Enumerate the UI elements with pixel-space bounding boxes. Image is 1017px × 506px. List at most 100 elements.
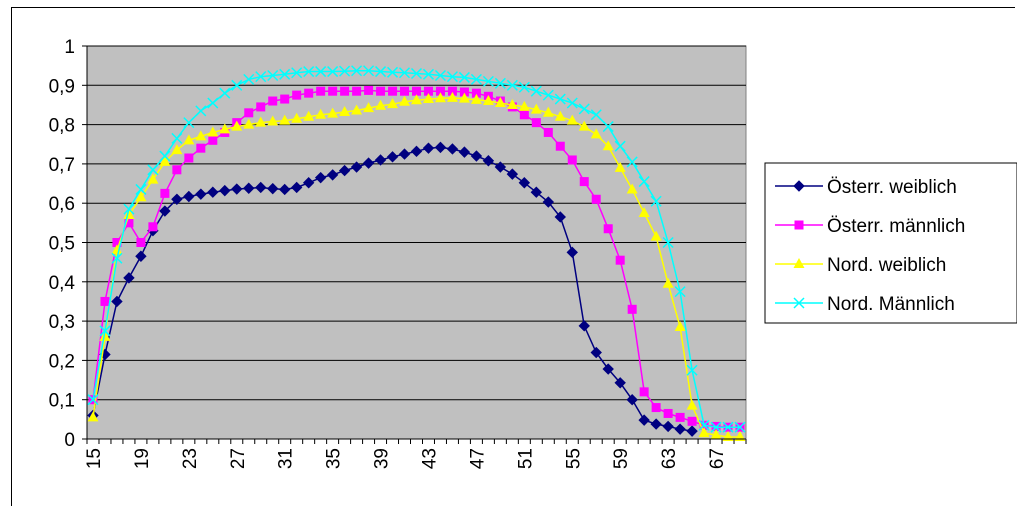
point <box>423 86 433 96</box>
point <box>398 67 411 79</box>
point <box>255 181 267 194</box>
point <box>446 91 458 102</box>
point <box>674 320 686 331</box>
point <box>458 92 470 103</box>
y-tick-label: 1 <box>64 37 75 58</box>
point <box>566 97 578 109</box>
point <box>650 195 662 207</box>
point <box>626 183 638 194</box>
point <box>375 99 387 110</box>
x-tick-label: 23 <box>180 448 201 469</box>
point <box>518 100 530 111</box>
point <box>626 156 638 168</box>
point <box>602 363 614 375</box>
x-tick-label: 15 <box>84 448 105 469</box>
point <box>375 66 387 78</box>
point <box>793 258 805 268</box>
x-tick-label: 31 <box>276 448 297 469</box>
point <box>376 86 386 96</box>
point <box>627 304 637 314</box>
point <box>304 88 314 98</box>
point <box>267 69 279 82</box>
point <box>638 176 650 188</box>
point <box>256 102 266 112</box>
point <box>590 128 602 139</box>
point <box>590 346 602 359</box>
point <box>172 165 182 175</box>
point <box>639 387 649 397</box>
point <box>136 238 146 247</box>
y-tick-label: 0,1 <box>49 391 75 412</box>
point <box>268 96 278 106</box>
point <box>399 95 411 106</box>
point <box>219 87 231 99</box>
point <box>698 419 710 431</box>
point <box>638 207 650 218</box>
point <box>291 112 303 123</box>
point <box>123 208 135 219</box>
point <box>734 421 746 433</box>
point <box>578 103 590 115</box>
point <box>530 186 543 198</box>
point <box>542 89 554 101</box>
point <box>615 255 625 265</box>
point <box>159 155 171 166</box>
point <box>387 98 399 109</box>
point <box>316 86 326 96</box>
x-tick-label: 47 <box>467 448 488 469</box>
point <box>290 181 303 194</box>
point <box>363 102 375 113</box>
point <box>662 420 674 433</box>
point <box>687 416 697 426</box>
point <box>410 67 423 80</box>
y-tick-label: 0,5 <box>49 234 75 255</box>
point <box>459 87 469 97</box>
point <box>579 177 589 187</box>
x-tick-label: 39 <box>372 448 393 469</box>
point <box>243 73 255 85</box>
point <box>446 143 459 155</box>
x-tick-label: 35 <box>324 448 345 469</box>
x-tick-label: 63 <box>659 448 680 469</box>
y-tick-label: 0,3 <box>49 312 75 333</box>
y-tick-label: 0,9 <box>49 76 75 97</box>
point <box>482 75 494 87</box>
point <box>471 88 481 98</box>
point <box>614 377 626 389</box>
x-tick-label: 55 <box>563 448 584 469</box>
point <box>674 423 686 435</box>
point <box>87 411 99 422</box>
point <box>111 244 123 255</box>
point <box>244 108 254 118</box>
y-tick-label: 0,4 <box>49 273 76 294</box>
point <box>531 118 541 128</box>
legend-label: Österr. weiblich <box>827 177 957 198</box>
point <box>603 224 613 234</box>
point <box>195 105 207 117</box>
series-4 <box>87 65 746 433</box>
point <box>219 123 231 134</box>
point <box>555 141 565 151</box>
point <box>159 205 171 217</box>
series-1 <box>87 141 698 437</box>
point <box>327 107 339 118</box>
point <box>207 126 219 137</box>
legend-item: Nord. Männlich <box>775 294 955 315</box>
legend-item: Österr. weiblich <box>775 177 957 198</box>
point <box>434 69 446 82</box>
legend-label: Nord. Männlich <box>827 294 955 315</box>
point <box>470 73 482 85</box>
point <box>267 182 279 195</box>
point <box>183 190 195 203</box>
point <box>339 106 351 117</box>
point <box>374 154 387 166</box>
point <box>662 277 674 288</box>
point <box>292 90 302 100</box>
point <box>519 110 529 120</box>
legend-item: Österr. männlich <box>775 216 965 237</box>
point <box>231 79 243 91</box>
point <box>410 145 423 158</box>
point <box>363 65 375 77</box>
point <box>663 408 673 418</box>
point <box>243 118 255 129</box>
